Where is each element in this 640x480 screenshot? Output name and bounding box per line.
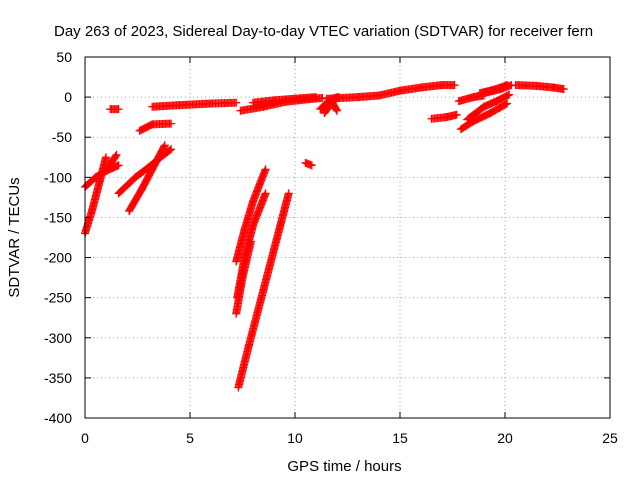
data-point-group	[125, 141, 169, 216]
data-point-group	[511, 81, 568, 94]
data-point-group	[106, 105, 123, 114]
y-tick-label: -200	[44, 250, 72, 266]
x-tick-label: 25	[602, 430, 618, 446]
y-tick-label: -150	[44, 209, 72, 225]
y-tick-label: -350	[44, 370, 72, 386]
data-point-group	[454, 91, 488, 106]
data-point-group	[135, 119, 176, 135]
data-point-group	[322, 81, 459, 103]
data-points-layer	[81, 81, 568, 392]
x-axis-title: GPS time / hours	[287, 458, 401, 475]
y-tick-label: 50	[56, 49, 72, 65]
y-tick-label: 0	[64, 89, 72, 105]
axis-ticks: 0 5 10 15 20 25 -400 -350 -300 -250 -200 -150 -100 -5…	[44, 49, 618, 446]
grid-lines	[85, 57, 610, 418]
data-point-group	[456, 99, 512, 134]
x-tick-label: 0	[81, 430, 89, 446]
x-tick-label: 20	[497, 430, 513, 446]
x-tick-label: 5	[186, 430, 194, 446]
x-tick-label: 15	[392, 430, 408, 446]
data-point-group	[234, 189, 293, 392]
y-axis-title: SDTVAR / TECUs	[6, 177, 23, 297]
chart-title: Day 263 of 2023, Sidereal Day-to-day VTE…	[54, 23, 593, 40]
data-point-group	[102, 161, 123, 175]
plot-frame	[84, 56, 611, 419]
y-tick-label: -300	[44, 330, 72, 346]
data-point-group	[81, 153, 110, 238]
data-point-group	[249, 93, 320, 107]
data-point-group	[301, 158, 316, 170]
y-tick-label: -100	[44, 169, 72, 185]
data-point-group	[463, 90, 514, 124]
y-tick-label: -250	[44, 290, 72, 306]
data-point-group	[232, 237, 255, 318]
data-point-group	[480, 81, 516, 98]
x-tick-label: 10	[287, 430, 303, 446]
y-tick-label: -400	[44, 410, 72, 426]
data-point-group	[232, 165, 270, 266]
data-point-group	[427, 110, 461, 123]
y-tick-label: -50	[52, 129, 72, 145]
data-point-group	[148, 98, 241, 111]
